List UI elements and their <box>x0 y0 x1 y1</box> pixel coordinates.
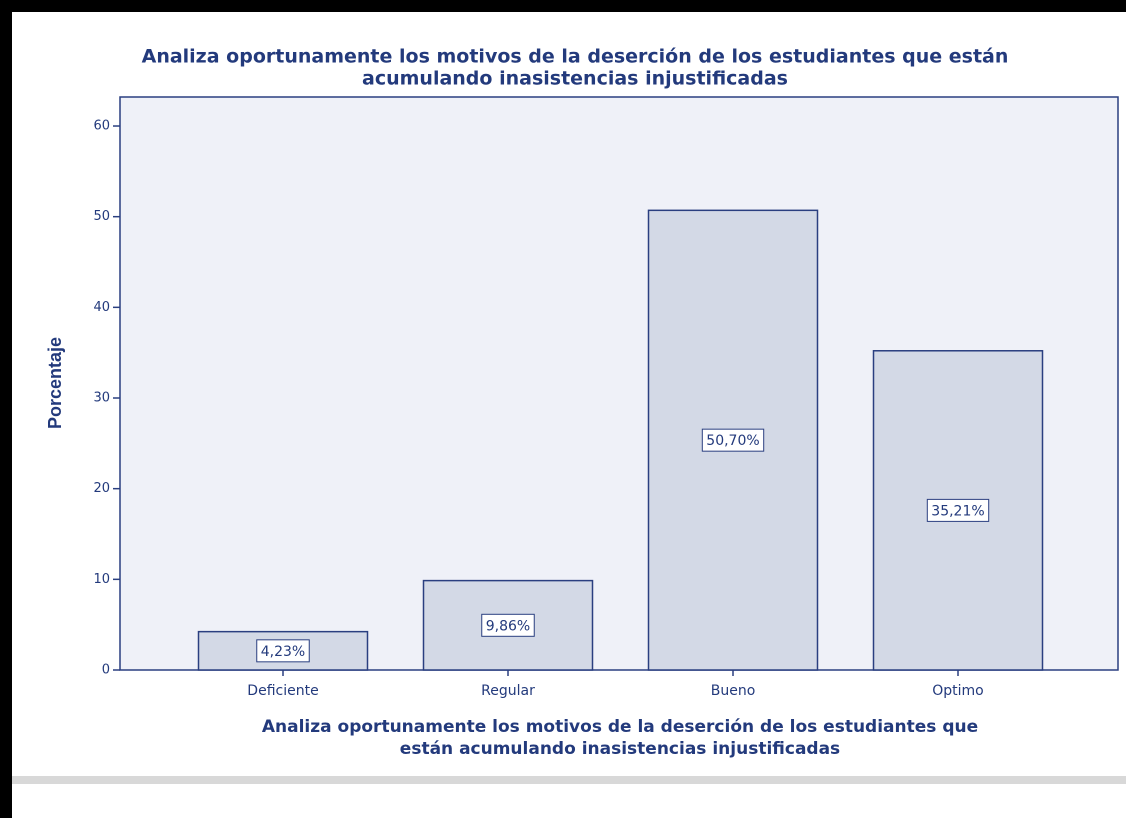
x-axis-title: están acumulando inasistencias injustifi… <box>400 739 840 759</box>
x-axis-title: Analiza oportunamente los motivos de la … <box>262 717 978 737</box>
x-tick-label: Bueno <box>711 683 756 699</box>
value-label-box <box>481 613 535 637</box>
top-border <box>0 0 1126 12</box>
shadow <box>12 776 1126 784</box>
y-tick-label: 20 <box>93 481 110 496</box>
value-label-box <box>256 639 310 663</box>
value-label-box <box>926 498 990 522</box>
value-label: 4,23% <box>261 644 305 660</box>
y-axis-title: Porcentaje <box>45 337 65 429</box>
y-tick-label: 40 <box>93 300 110 315</box>
value-label: 35,21% <box>931 503 984 519</box>
y-tick-label: 0 <box>102 663 110 678</box>
chart-title: Analiza oportunamente los motivos de la … <box>142 46 1009 68</box>
value-label: 50,70% <box>706 433 759 449</box>
x-tick-label: Deficiente <box>247 683 318 699</box>
value-label: 9,86% <box>486 618 530 634</box>
panel-below <box>12 784 1126 818</box>
x-tick-label: Optimo <box>932 683 984 699</box>
left-border <box>0 0 12 818</box>
chart-title: acumulando inasistencias injustificadas <box>362 68 788 90</box>
y-tick-label: 50 <box>93 209 110 224</box>
y-tick-label: 60 <box>93 119 110 134</box>
x-tick-label: Regular <box>481 683 535 699</box>
value-label-box <box>701 428 765 452</box>
y-tick-label: 30 <box>93 391 110 406</box>
y-tick-label: 10 <box>93 572 110 587</box>
